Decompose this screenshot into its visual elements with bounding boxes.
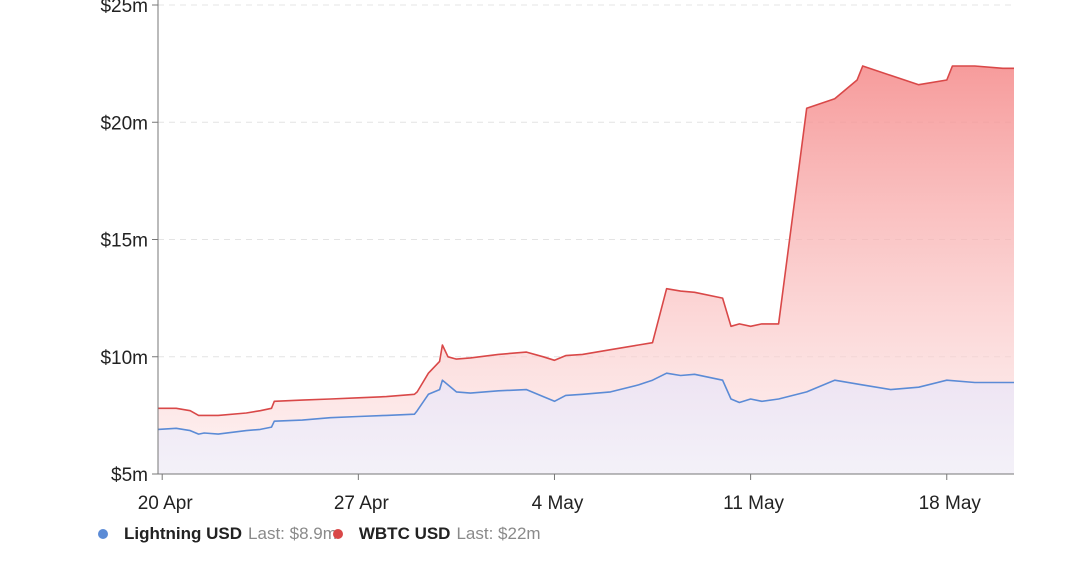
y-tick-label: $20m [100,113,148,134]
axes [152,0,1014,480]
legend: Lightning USD Last: $8.9m WBTC USD Last:… [98,524,541,544]
legend-dot-icon [98,529,108,539]
series-line-0 [157,372,1014,435]
x-tick-label: 20 Apr [138,493,194,514]
y-tick-label: $10m [100,348,148,369]
series-area-0 [158,373,1014,474]
legend-last-value: Last: $8.9m [248,524,337,543]
legend-last-value: Last: $22m [456,524,541,543]
y-tick-label: $25m [100,0,148,17]
series-area-1 [158,66,1014,474]
x-tick-label: 4 May [532,493,584,514]
series-areas [158,66,1014,474]
legend-item-wbtc[interactable]: WBTC USD Last: $22m [332,524,541,544]
legend-series-name: WBTC USD [358,524,451,543]
legend-dot-icon [332,529,343,539]
tick-labels: $5m $10m $15m $20m $25m 20 Apr 27 Apr 4 May 11 M… [100,0,981,514]
legend-series-name: Lightning USD [124,524,243,543]
y-tick-label: $15m [100,231,148,252]
x-tick-label: 18 May [919,493,982,514]
x-tick-label: 11 May [723,493,784,514]
y-tick-label: $5m [111,465,148,486]
legend-item-lightning[interactable]: Lightning USD Last: $8.9m [98,524,337,544]
series-line-1 [158,65,1014,417]
x-tick-label: 27 Apr [334,493,390,514]
series-lines [157,65,1014,435]
